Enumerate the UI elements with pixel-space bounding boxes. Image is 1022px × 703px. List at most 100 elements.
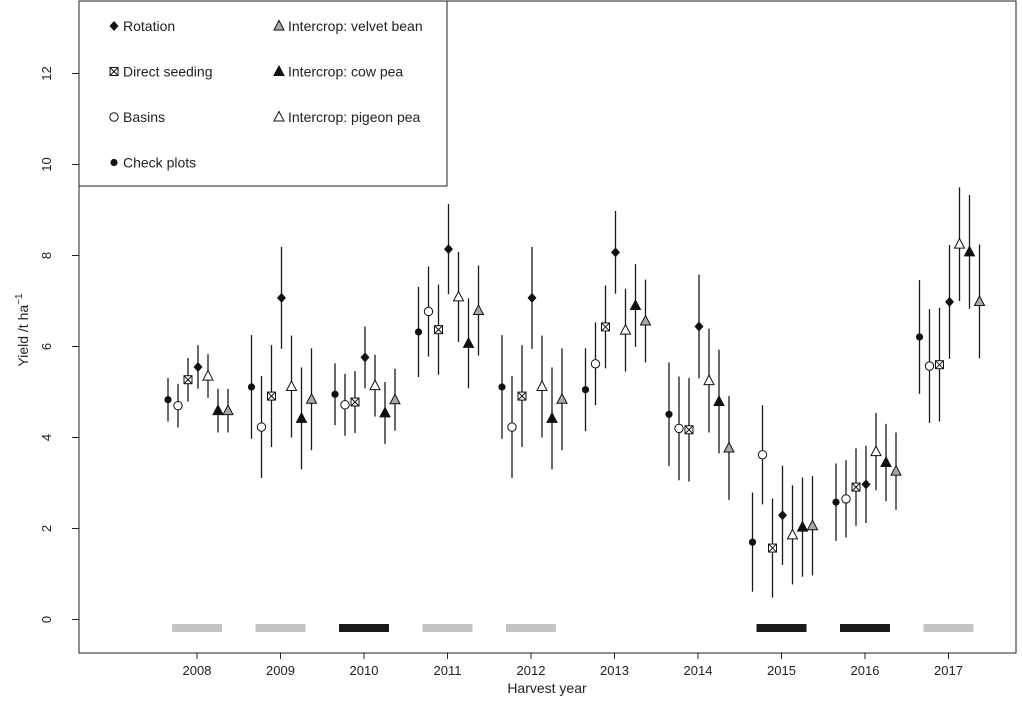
point-intercrop-velvet-bean <box>472 303 485 316</box>
point-intercrop-velvet-bean-shape <box>472 303 485 316</box>
point-check-plots-shape <box>915 333 924 341</box>
point-intercrop-velvet-bean-shape <box>556 392 568 404</box>
point-intercrop-pigeon-pea <box>703 374 715 386</box>
point-intercrop-velvet-bean-shape <box>973 294 986 306</box>
point-check-plots-shape <box>414 328 423 336</box>
point-direct-seeding <box>851 482 861 492</box>
y-tick-label: 2 <box>39 525 54 532</box>
x-tick-label: 2012 <box>517 663 546 678</box>
point-direct-seeding <box>434 325 443 335</box>
point-check-plots-shape <box>665 410 673 418</box>
legend-marker-direct-seeding <box>109 67 119 76</box>
point-intercrop-pigeon-pea-shape <box>536 379 548 392</box>
point-rotation <box>360 352 370 363</box>
point-rotation-shape <box>444 244 453 255</box>
point-check-plots <box>915 333 924 341</box>
point-rotation <box>694 321 704 332</box>
point-direct-seeding <box>350 397 360 407</box>
point-rotation <box>945 296 954 307</box>
point-intercrop-pigeon-pea <box>786 528 799 540</box>
point-check-plots-shape <box>581 386 590 394</box>
point-basins <box>423 306 434 317</box>
point-intercrop-velvet-bean <box>973 294 986 306</box>
point-intercrop-cow-pea <box>796 520 809 532</box>
point-intercrop-cow-pea <box>212 404 224 416</box>
point-intercrop-velvet-bean-shape <box>305 392 318 404</box>
point-intercrop-velvet-bean-shape <box>723 441 735 453</box>
y-tick-label: 0 <box>39 616 54 623</box>
point-intercrop-velvet-bean <box>222 404 234 416</box>
year-bar-2016 <box>840 624 890 632</box>
legend-label-intercrop-pigeon-pea: Intercrop: pigeon pea <box>288 109 421 125</box>
point-intercrop-velvet-bean <box>890 464 902 476</box>
point-rotation <box>611 247 620 258</box>
point-rotation <box>527 292 537 303</box>
legend-label-direct-seeding: Direct seeding <box>123 64 213 80</box>
point-intercrop-pigeon-pea <box>285 379 298 392</box>
legend-label-intercrop-velvet-bean: Intercrop: velvet bean <box>288 18 423 34</box>
point-check-plots <box>247 383 256 391</box>
point-intercrop-cow-pea-shape <box>796 520 809 532</box>
point-basins-shape <box>757 450 768 460</box>
point-check-plots-shape <box>748 538 757 546</box>
legend-box <box>78 0 448 187</box>
point-check-plots-shape <box>832 498 840 506</box>
point-basins-shape <box>674 423 684 434</box>
y-tick-label: 12 <box>39 66 54 80</box>
legend-label-intercrop-cow-pea: Intercrop: cow pea <box>288 64 403 80</box>
point-intercrop-pigeon-pea-shape <box>619 323 632 335</box>
point-intercrop-pigeon-pea-shape <box>870 445 882 457</box>
point-basins <box>924 361 935 371</box>
point-rotation-shape <box>861 479 871 490</box>
point-intercrop-cow-pea <box>379 406 391 418</box>
point-intercrop-pigeon-pea-shape <box>786 528 799 540</box>
point-rotation <box>193 361 203 372</box>
point-intercrop-velvet-bean <box>806 519 819 531</box>
y-axis-title-superscript: −1 <box>14 293 25 305</box>
x-tick-label: 2013 <box>600 663 629 678</box>
axes: 0 2 4 6 8 10 12 2008 2009 2010 2011 2012 2013 2014 201… <box>39 66 963 678</box>
point-intercrop-pigeon-pea <box>953 237 966 249</box>
legend-marker-intercrop-pigeon-pea <box>273 110 285 122</box>
point-intercrop-velvet-bean <box>305 392 318 404</box>
year-bar-2010 <box>339 624 389 632</box>
legend-label-check-plots: Check plots <box>123 155 196 171</box>
point-direct-seeding <box>183 375 193 385</box>
point-direct-seeding-cross-b <box>768 543 777 553</box>
point-intercrop-velvet-bean-shape <box>222 404 234 416</box>
point-intercrop-pigeon-pea-shape <box>452 290 465 302</box>
point-check-plots <box>581 386 590 394</box>
point-direct-seeding <box>684 425 694 435</box>
point-intercrop-pigeon-pea-shape <box>953 237 966 249</box>
point-intercrop-pigeon-pea-shape <box>369 379 381 391</box>
point-rotation <box>861 479 871 490</box>
point-direct-seeding <box>768 543 777 553</box>
point-basins-shape <box>423 306 434 317</box>
point-intercrop-pigeon-pea <box>369 379 381 391</box>
point-check-plots <box>331 390 339 398</box>
point-check-plots <box>498 383 506 391</box>
point-rotation-shape <box>360 352 370 363</box>
point-intercrop-pigeon-pea <box>619 323 632 335</box>
point-intercrop-cow-pea-shape <box>713 394 725 407</box>
point-basins-shape <box>924 361 935 371</box>
point-intercrop-velvet-bean <box>639 314 652 326</box>
error-bars <box>167 187 981 598</box>
point-intercrop-pigeon-pea <box>202 369 214 381</box>
year-bar-2008 <box>172 624 222 632</box>
point-rotation-shape <box>778 510 787 521</box>
point-direct-seeding <box>601 322 610 332</box>
point-intercrop-velvet-bean <box>723 441 735 453</box>
legend-marker-intercrop-cow-pea <box>273 64 285 76</box>
point-check-plots <box>164 396 172 404</box>
point-basins <box>757 450 768 460</box>
x-tick-label: 2010 <box>350 663 379 678</box>
y-axis-title: Yield /t ha−1 <box>14 293 31 367</box>
point-intercrop-cow-pea-shape <box>629 298 642 311</box>
point-basins-shape <box>590 359 601 369</box>
y-tick-label: 4 <box>39 434 54 441</box>
point-check-plots-shape <box>498 383 506 391</box>
point-direct-seeding <box>267 391 276 401</box>
x-tick-label: 2016 <box>851 663 880 678</box>
point-intercrop-pigeon-pea-shape <box>202 369 214 381</box>
